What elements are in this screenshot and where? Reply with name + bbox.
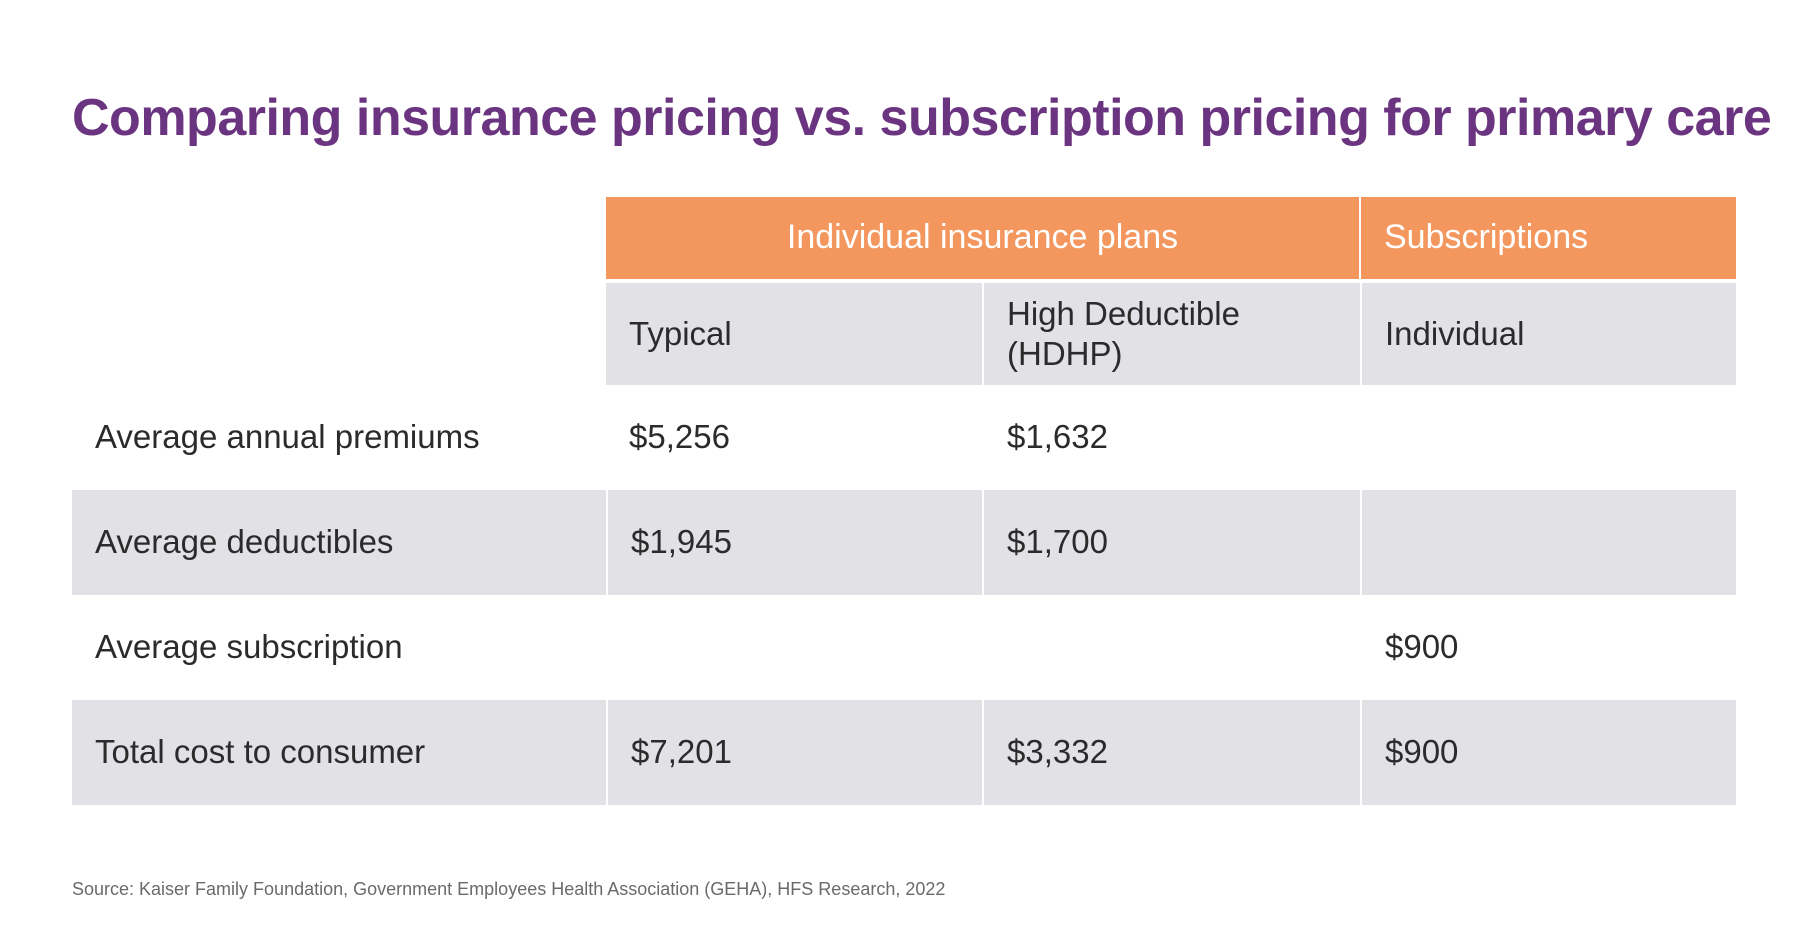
empty-corner-cell bbox=[72, 197, 606, 279]
table-cell: $5,256 bbox=[629, 418, 730, 456]
row-label: Average annual premiums bbox=[95, 418, 480, 456]
column-group-header-row: Individual insurance plans Subscriptions bbox=[72, 197, 1736, 279]
row-label: Average deductibles bbox=[72, 490, 606, 595]
column-header-hdhp: High Deductible (HDHP) bbox=[982, 283, 1360, 385]
table-row: Average deductibles $1,945 $1,700 bbox=[72, 490, 1736, 595]
table-cell bbox=[606, 595, 982, 700]
empty-corner-cell bbox=[72, 283, 606, 385]
pricing-table: Individual insurance plans Subscriptions… bbox=[72, 197, 1736, 805]
table-cell: $1,945 bbox=[606, 490, 982, 595]
table-cell: $1,632 bbox=[982, 385, 1360, 490]
source-note: Source: Kaiser Family Foundation, Govern… bbox=[72, 879, 946, 899]
table-cell: $7,201 bbox=[606, 700, 982, 805]
row-label: Total cost to consumer bbox=[72, 700, 606, 805]
chart-title: Comparing insurance pricing vs. subscrip… bbox=[72, 89, 1772, 147]
table-cell: $1,700 bbox=[982, 490, 1360, 595]
column-group-subscriptions: Subscriptions bbox=[1359, 197, 1736, 279]
table-cell bbox=[1360, 490, 1736, 595]
table-cell bbox=[982, 595, 1360, 700]
column-header-individual: Individual bbox=[1360, 283, 1736, 385]
row-label: Average subscription bbox=[95, 628, 403, 666]
table-row: Average subscription $900 bbox=[72, 595, 1736, 700]
column-header-typical: Typical bbox=[606, 283, 982, 385]
column-group-insurance: Individual insurance plans bbox=[606, 197, 1359, 279]
table-cell: $3,332 bbox=[982, 700, 1360, 805]
table-row: Total cost to consumer $7,201 $3,332 $90… bbox=[72, 700, 1736, 805]
table-cell: $900 bbox=[1360, 700, 1736, 805]
column-header-row: Typical High Deductible (HDHP) Individua… bbox=[72, 283, 1736, 385]
table-row: Average annual premiums $5,256 $1,632 bbox=[72, 385, 1736, 490]
table-cell: $900 bbox=[1360, 595, 1736, 700]
table-cell bbox=[1360, 385, 1736, 490]
